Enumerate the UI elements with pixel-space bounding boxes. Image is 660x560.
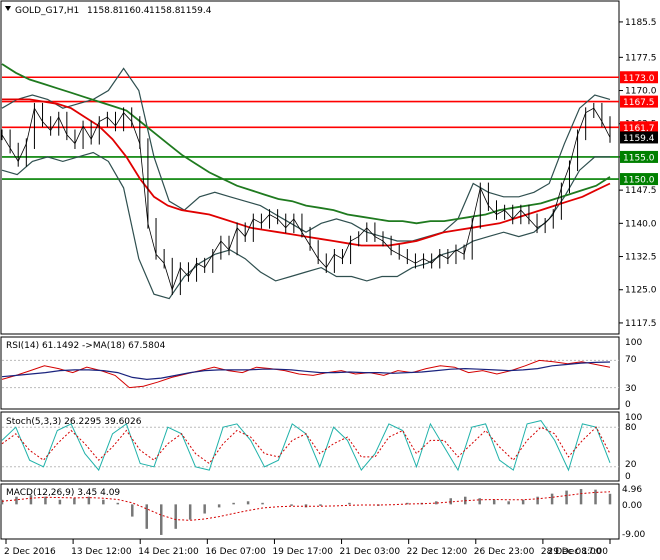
price-tag-label-3: 1155.0: [623, 153, 655, 163]
stoch-label: Stoch(5,3,3) 26.2295 39.6026: [6, 417, 142, 427]
price-tag-label-1: 1167.5: [623, 98, 655, 108]
rsi-tick-30: 30: [625, 384, 637, 394]
time-axis: 2 Dec 2016 13 Dec 12:00 14 Dec 21:00 16 Dec…: [4, 539, 611, 557]
collapse-triangle-icon[interactable]: [5, 6, 11, 11]
stoch-pane: [0, 411, 620, 482]
rsi-series: [1, 359, 619, 389]
time-tick-label-6: 22 Dec 12:00: [407, 547, 468, 557]
price-tag-label-4: 1150.0: [623, 176, 655, 186]
time-tick-label-5: 21 Dec 03:00: [340, 547, 401, 557]
rsi-tick-100: 100: [625, 338, 642, 348]
stoch-tick-20: 20: [625, 460, 637, 470]
stoch-tick-80: 80: [625, 423, 637, 433]
price-tag-bg-2: [620, 121, 658, 134]
price-tag-label-0: 1173.0: [623, 74, 655, 84]
price-series: [1, 63, 611, 300]
time-tick-label-7: 26 Dec 23:00: [474, 547, 535, 557]
macd-tick-zero: 0.00: [622, 501, 642, 511]
macd-pane: [0, 483, 620, 540]
price-tag-bg-5: [620, 131, 658, 144]
price-tag-bg-4: [620, 173, 658, 186]
time-tick-label-0: 2 Dec 2016: [4, 547, 56, 557]
rsi-pane: [0, 336, 620, 410]
time-tick-label-3: 16 Dec 07:00: [205, 547, 266, 557]
macd-label: MACD(12,26,9) 3.45 4.09: [6, 488, 120, 498]
level-lines: [2, 76, 619, 180]
price-tick-label-2: 1170.0: [625, 87, 657, 97]
price-tick-label-8: 1125.0: [625, 286, 657, 296]
price-tick-label-7: 1132.5: [625, 253, 657, 263]
chart-header: GOLD_G17,H1 1158.8 1160.4 1158.8 1159.4: [5, 6, 212, 16]
ma-red-line: [2, 98, 611, 247]
ohlc-close: 1159.4: [180, 6, 212, 16]
macd-tick-max: 4.96: [622, 485, 642, 495]
price-pane: [0, 0, 620, 335]
stoch-tick-100: 100: [625, 413, 642, 423]
price-tick-label-5: 1147.5: [625, 186, 657, 196]
price-tag-label-5: 1159.4: [623, 134, 655, 144]
price-tags: 1173.0 1167.5 1161.7 1155.0 1150.0 1159.4: [620, 71, 658, 186]
price-tick-label-1: 1177.5: [625, 53, 657, 63]
stoch-series: [1, 420, 619, 472]
price-tag-bg-3: [620, 150, 658, 163]
macd-tick-min: -9.00: [622, 530, 646, 540]
time-tick-label-1: 13 Dec 12:00: [71, 547, 132, 557]
rsi-tick-70: 70: [625, 355, 637, 365]
stoch-signal-line: [1, 426, 611, 465]
price-tag-label-2: 1161.7: [623, 124, 655, 134]
ma-green-line: [1, 63, 611, 225]
macd-signal-line: [1, 491, 611, 521]
ohlc-open: 1158.8: [87, 6, 119, 16]
price-tick-label-9: 1117.5: [625, 319, 657, 329]
price-tag-bg-1: [620, 95, 658, 108]
time-tick-label-9: 29 Dec 17:00: [547, 547, 608, 557]
price-tag-bg-0: [620, 71, 658, 84]
ohlc-high: 1160.4: [118, 6, 150, 16]
stoch-tick-0: 0: [625, 472, 631, 482]
close-line: [1, 107, 611, 291]
bollinger-lower-line: [1, 151, 610, 300]
price-tick-label-6: 1140.0: [625, 219, 657, 229]
macd-series: [0, 489, 612, 535]
time-tick-label-4: 19 Dec 17:00: [272, 547, 333, 557]
rsi-label: RSI(14) 61.1492 ->MA(18) 67.5804: [6, 341, 166, 351]
rsi-tick-0: 0: [625, 400, 631, 410]
ohlc-low: 1158.8: [149, 6, 181, 16]
price-tick-label-0: 1185.5: [625, 18, 657, 28]
time-tick-label-2: 14 Dec 21:00: [138, 547, 199, 557]
rsi-ma-line: [1, 361, 611, 381]
bollinger-upper-line: [1, 67, 611, 242]
time-tick-label-8: 28 Dec 08:00: [541, 547, 602, 557]
symbol-label: GOLD_G17,H1: [15, 6, 79, 16]
